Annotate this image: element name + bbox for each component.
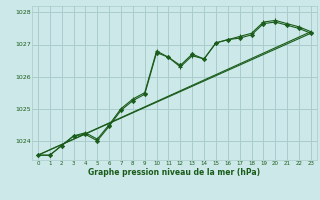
X-axis label: Graphe pression niveau de la mer (hPa): Graphe pression niveau de la mer (hPa)	[88, 168, 260, 177]
